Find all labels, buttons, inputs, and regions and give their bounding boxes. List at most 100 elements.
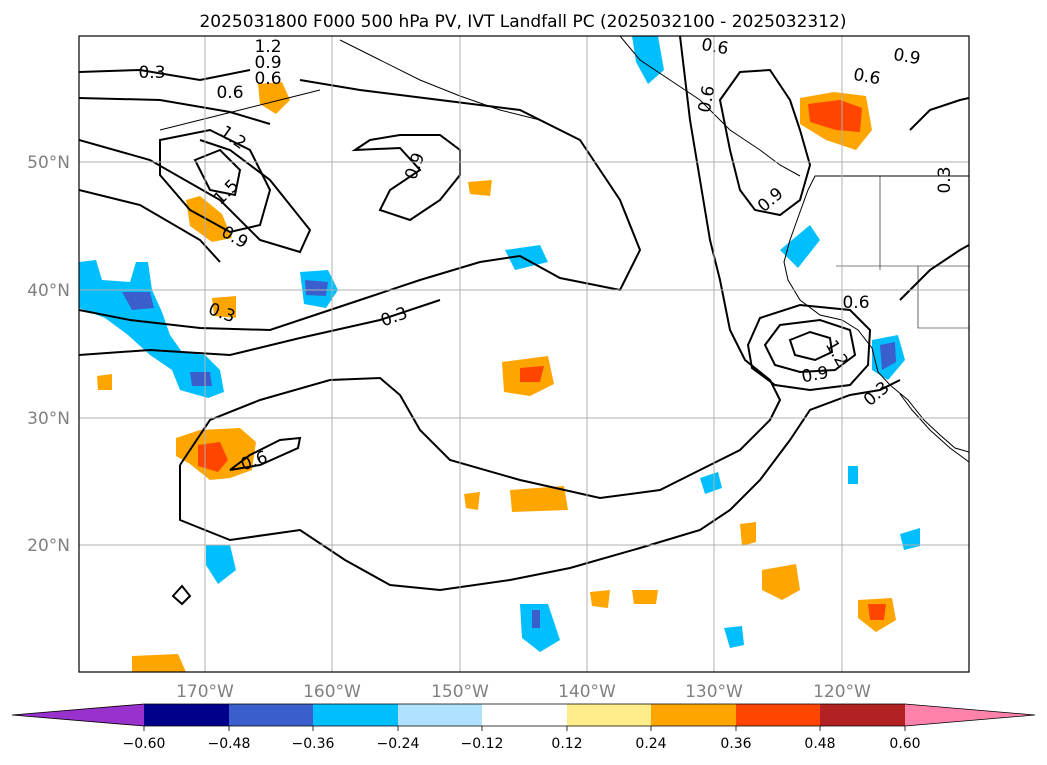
- contour-label: 0.6: [695, 84, 719, 114]
- contour-line: [179, 379, 901, 592]
- contour-line: [79, 189, 221, 263]
- anomaly-blob: [700, 472, 722, 494]
- colorbar-bin: [398, 704, 482, 726]
- anomaly-shading: [79, 36, 920, 672]
- contour-line: [171, 584, 192, 606]
- lon-label-150w: 150°W: [431, 682, 489, 702]
- latitude-labels: 50°N 40°N 30°N 20°N: [27, 153, 70, 556]
- contour-line: [899, 244, 969, 301]
- political-borders: [836, 175, 969, 329]
- map-frame: [78, 35, 970, 673]
- lat-label-30n: 30°N: [27, 409, 70, 429]
- gridlines: [79, 36, 969, 672]
- pv-contours: [79, 36, 969, 606]
- colorbar-tick-label: 0.48: [804, 736, 835, 752]
- anomaly-blob: [520, 366, 544, 382]
- colorbar-bin: [144, 704, 229, 726]
- lat-label-40n: 40°N: [27, 281, 70, 301]
- anomaly-blob: [258, 82, 290, 114]
- anomaly-blob: [212, 296, 236, 318]
- lat-label-50n: 50°N: [27, 153, 70, 173]
- anomaly-blob: [532, 610, 540, 628]
- anomaly-blob: [464, 492, 480, 510]
- colorbar-bin: [567, 704, 651, 726]
- map-panel: 1.2 0.9 0.6 0.3 0.6 1.2 1.5 0.9 0.9 0.3 …: [78, 35, 970, 673]
- colorbar-under-extension: [12, 704, 144, 726]
- colorbar-bin: [736, 704, 820, 726]
- contour-line: [909, 97, 969, 131]
- lon-label-160w: 160°W: [303, 682, 361, 702]
- colorbar-tick-label: −0.36: [292, 736, 335, 752]
- anomaly-blob: [305, 280, 328, 296]
- anomaly-blob: [724, 626, 744, 648]
- map-title: 2025031800 F000 500 hPa PV, IVT Landfall…: [199, 12, 846, 32]
- longitude-labels: 170°W 160°W 150°W 140°W 130°W 120°W: [176, 682, 871, 702]
- coastline: [159, 89, 321, 131]
- contour-line: [351, 134, 461, 222]
- contour-line: [179, 36, 782, 500]
- anomaly-blob: [780, 225, 820, 268]
- lat-label-20n: 20°N: [27, 536, 70, 556]
- anomaly-blob: [206, 545, 236, 584]
- contour-label: 0.6: [254, 69, 281, 89]
- anomaly-blob: [97, 374, 112, 390]
- colorbar-bin: [820, 704, 905, 726]
- colorbar-over-extension: [905, 704, 1035, 726]
- contour-label: 0.9: [892, 45, 922, 69]
- anomaly-blob: [808, 100, 862, 132]
- coastline: [899, 393, 969, 463]
- contour-label: 0.9: [800, 363, 830, 387]
- contour-line: [193, 148, 242, 197]
- contour-line: [746, 303, 872, 392]
- contour-line: [788, 330, 834, 362]
- coastline: [339, 39, 541, 121]
- contour-line: [79, 68, 251, 82]
- anomaly-blob: [122, 292, 154, 310]
- contour-line: [229, 436, 302, 471]
- contour-label: 0.6: [700, 35, 730, 59]
- contour-label: 0.6: [842, 293, 869, 313]
- contour-label: 0.9: [254, 53, 281, 73]
- colorbar-tick-label: −0.24: [377, 736, 420, 752]
- anomaly-blob: [880, 342, 896, 370]
- anomaly-blob: [632, 590, 658, 604]
- colorbar-bin: [229, 704, 313, 726]
- contour-line: [79, 139, 312, 254]
- anomaly-blob: [868, 604, 886, 620]
- colorbar-tick-label: 0.12: [551, 736, 582, 752]
- anomaly-blob: [468, 180, 492, 196]
- contour-line: [79, 97, 271, 125]
- contour-line: [79, 79, 642, 332]
- anomaly-blob: [505, 245, 548, 270]
- anomaly-blob: [632, 36, 664, 84]
- colorbar-tick-label: −0.60: [123, 736, 166, 752]
- colorbar-tick-label: 0.36: [720, 736, 751, 752]
- lon-label-170w: 170°W: [176, 682, 234, 702]
- anomaly-blob: [590, 590, 610, 608]
- contour-line: [79, 299, 441, 357]
- contour-label: 0.3: [138, 63, 165, 83]
- colorbar-tick-label: 0.24: [635, 736, 666, 752]
- contour-line: [159, 128, 272, 234]
- lon-label-120w: 120°W: [813, 682, 871, 702]
- contour-label: 0.6: [852, 65, 882, 89]
- colorbar-ticks: [143, 726, 906, 731]
- anomaly-blob: [79, 260, 224, 398]
- colorbar-bin: [482, 704, 567, 726]
- colorbar: −0.60 −0.48 −0.36 −0.24 −0.12 0.12 0.24 …: [11, 703, 1036, 752]
- lon-label-140w: 140°W: [558, 682, 616, 702]
- border: [917, 266, 969, 329]
- anomaly-blob: [190, 372, 212, 386]
- anomaly-blob: [762, 564, 800, 600]
- contour-line: [763, 318, 857, 374]
- contour-label: 1.2: [254, 37, 281, 57]
- anomaly-blob: [848, 466, 858, 484]
- anomaly-blob: [132, 654, 186, 672]
- anomaly-blob: [740, 522, 756, 546]
- contour-label: 0.3: [935, 166, 955, 193]
- contour-label: 0.6: [216, 83, 243, 103]
- anomaly-blob: [186, 196, 232, 242]
- colorbar-bin: [651, 704, 736, 726]
- contour-line: [718, 68, 812, 217]
